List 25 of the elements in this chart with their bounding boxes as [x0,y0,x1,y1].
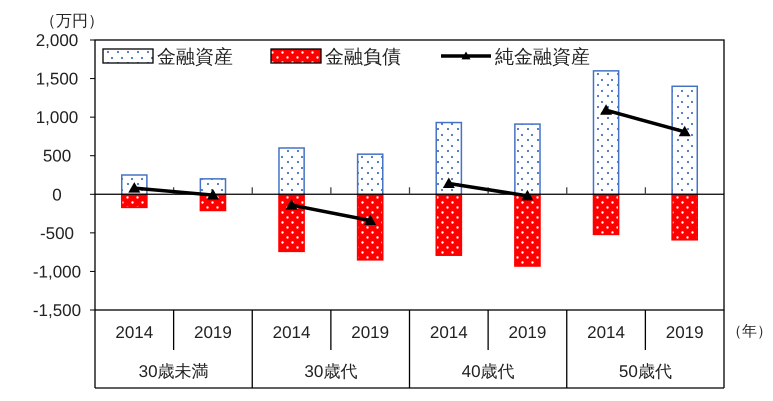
y-tick-label: -1,500 [32,301,82,320]
legend-label: 純金融資産 [495,46,590,68]
y-axis-title: （万円） [40,13,104,30]
x-tick-label: 2014 [587,323,625,342]
text: 30歳代 [304,362,358,381]
y-tick-label: 500 [42,146,72,166]
y-tick-label: 1,000 [36,108,78,128]
x-tick-label: 2019 [351,323,390,342]
y-tick-label: -500 [40,224,74,243]
text: 30歳未満 [138,362,209,381]
y-tick-label: 2,000 [36,31,78,50]
legend-label: 金融資産 [157,46,233,68]
x-tick-label: 2019 [194,323,232,342]
y-tick-label: -1,000 [32,262,82,282]
x-tick-label: 2019 [508,323,546,342]
legend-label: 金融負債 [325,47,401,68]
x-tick-label: 2014 [115,323,154,342]
text: 40歳代 [462,362,515,381]
x-tick-label: 2014 [272,323,310,342]
x-axis-title: （年） [727,323,772,340]
y-tick-label: 1,500 [36,70,78,89]
text: 50歳代 [618,362,672,381]
x-tick-label: 2014 [430,323,468,342]
x-tick-label: 2019 [666,323,704,342]
y-tick-label: 0 [52,185,62,204]
